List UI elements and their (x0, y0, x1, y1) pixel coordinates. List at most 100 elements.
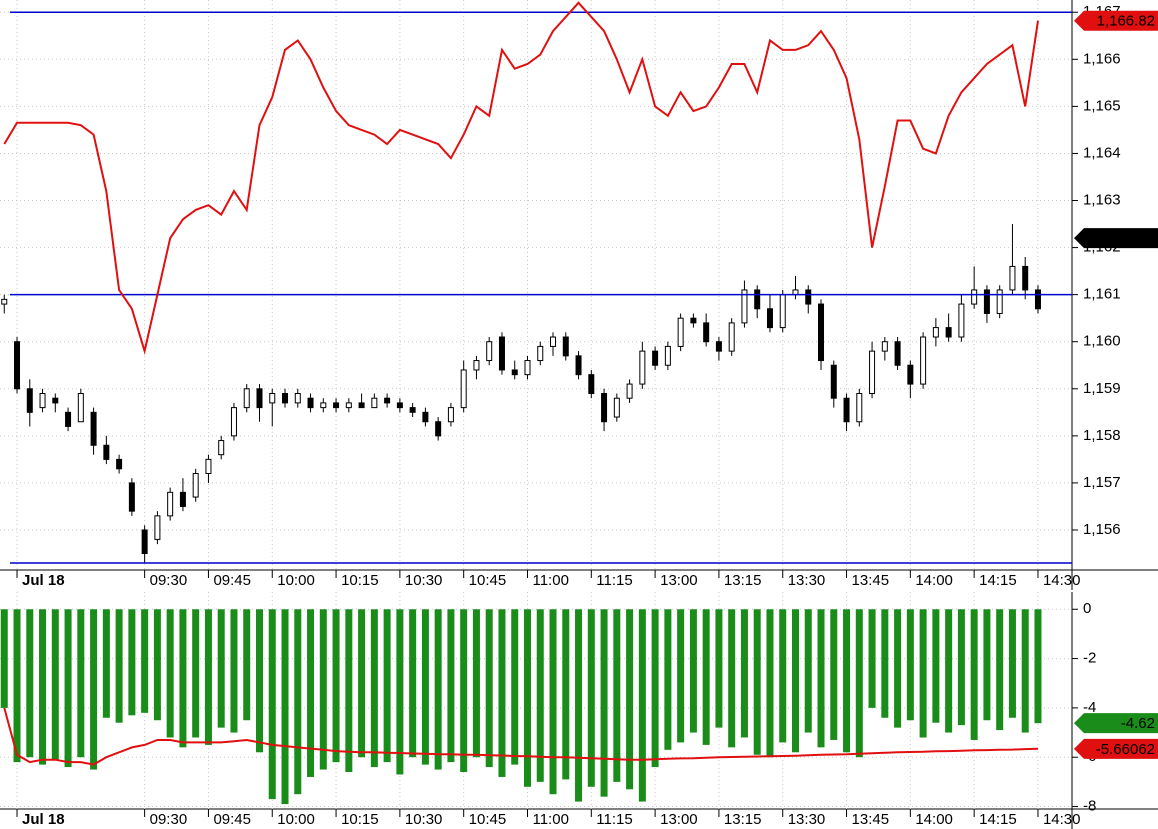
candle-body (345, 402, 352, 409)
candle-body (537, 345, 544, 362)
x-tick-label: 10:15 (341, 811, 379, 828)
price-marker-label: 1,166.82 (1097, 13, 1155, 30)
bar (460, 609, 468, 773)
candle-body (269, 392, 276, 404)
y-tick-label: 1,163 (1083, 191, 1121, 208)
candle-body (1034, 289, 1041, 310)
candle-body (282, 392, 289, 404)
bar (141, 609, 149, 713)
candle-body (932, 327, 939, 338)
x-tick-label: 14:00 (915, 811, 953, 828)
candle-body (473, 360, 480, 371)
bar (1034, 609, 1042, 724)
candle-body (958, 303, 965, 338)
price-marker-label: 1,162.2 (1105, 230, 1155, 247)
bar (817, 609, 825, 748)
bar (166, 609, 174, 738)
bar (153, 609, 161, 721)
x-tick-label: 10:00 (277, 572, 315, 589)
bar (102, 609, 110, 718)
candle-body (179, 491, 186, 507)
candle-body (103, 444, 110, 460)
y-tick-label: 1,164 (1083, 144, 1121, 161)
y-tick-label: 0 (1083, 600, 1091, 617)
bar (26, 609, 34, 758)
bar (434, 609, 442, 770)
candle-body (65, 411, 72, 427)
candle-body (371, 397, 378, 409)
candle-body (498, 336, 505, 371)
candle-body (1022, 265, 1029, 291)
x-tick-label: 13:15 (724, 811, 762, 828)
bar (689, 609, 697, 733)
bar (804, 609, 812, 733)
candle-body (524, 360, 531, 376)
candle-body (460, 369, 467, 409)
candle-body (703, 322, 710, 343)
x-tick-label: 13:00 (660, 572, 698, 589)
price-marker-label: -4.62 (1121, 715, 1155, 732)
bar (294, 609, 302, 795)
candle-body (869, 350, 876, 394)
candle-body (333, 402, 340, 409)
candle-body (52, 397, 59, 404)
bar (983, 609, 991, 721)
x-tick-label: 14:30 (1043, 572, 1081, 589)
bar (485, 609, 493, 768)
candle-body (154, 515, 161, 540)
bar (932, 609, 940, 723)
candle-body (575, 355, 582, 376)
bar (549, 609, 557, 795)
bar (472, 609, 480, 758)
candle-body (447, 407, 454, 423)
candle-body (983, 289, 990, 314)
price-marker (1074, 10, 1158, 31)
bar (268, 609, 276, 800)
candle-body (550, 336, 557, 347)
y-tick-label: 1,157 (1083, 474, 1121, 491)
bar (90, 609, 98, 770)
candle-body (409, 407, 416, 413)
bar (766, 609, 774, 758)
x-tick-label: 13:45 (852, 572, 890, 589)
x-tick-label: 10:45 (469, 572, 507, 589)
candle-body (486, 341, 493, 362)
candle-body (39, 392, 46, 409)
candle-body (690, 317, 697, 324)
bar (523, 609, 531, 787)
bar (740, 609, 748, 738)
price-marker (1074, 738, 1158, 759)
bar (421, 609, 429, 765)
candle-body (856, 392, 863, 423)
bar (1008, 609, 1016, 718)
candle-body (843, 397, 850, 423)
y-tick-label: 1,158 (1083, 427, 1121, 444)
candle-body (26, 388, 33, 413)
candle-body (396, 402, 403, 409)
bar (77, 609, 85, 758)
bar (587, 609, 595, 787)
candle-body (320, 402, 327, 409)
bar (945, 609, 953, 733)
bar (332, 609, 340, 763)
bar (996, 609, 1004, 731)
candle-body (1009, 265, 1016, 291)
candle-body (818, 303, 825, 362)
x-tick-label: 10:00 (277, 811, 315, 828)
bar (753, 609, 761, 755)
candle-body (894, 341, 901, 366)
candle-body (779, 294, 786, 329)
y-tick-label: 1,166 (1083, 50, 1121, 67)
bar (715, 609, 723, 728)
bar (358, 609, 366, 758)
bar (396, 609, 404, 775)
bar (651, 609, 659, 768)
bar (447, 609, 455, 763)
bar (575, 609, 583, 802)
overlay-line (3, 1, 1039, 356)
bar (970, 609, 978, 740)
bar (255, 609, 263, 753)
bar (409, 609, 417, 758)
x-tick-label: 09:30 (150, 572, 188, 589)
